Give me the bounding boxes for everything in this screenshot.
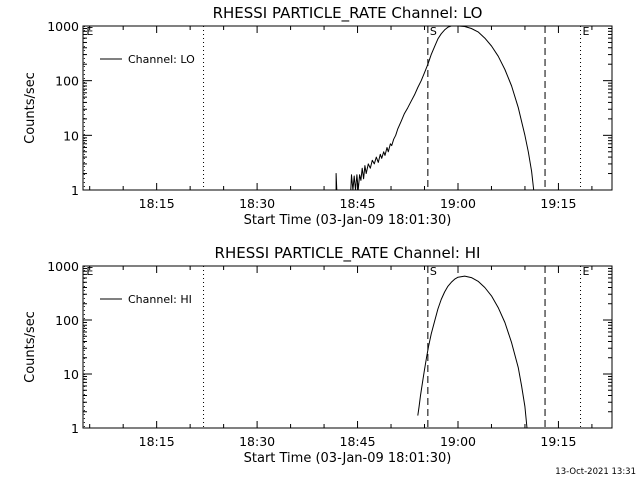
- y-tick-label: 100: [55, 313, 79, 328]
- x-axis-label: Start Time (03-Jan-09 18:01:30): [244, 451, 452, 466]
- series-line: [417, 275, 528, 428]
- x-axis-label: Start Time (03-Jan-09 18:01:30): [244, 213, 452, 228]
- x-tick-label: 18:45: [340, 196, 376, 211]
- legend-label: Channel: LO: [128, 53, 195, 66]
- y-tick-label: 1: [71, 183, 79, 198]
- legend-label: Channel: HI: [128, 293, 192, 306]
- lo-channel-panel: RHESSI PARTICLE_RATE Channel: LO 18:15 18:…: [23, 4, 613, 228]
- y-tick-label: 1000: [47, 19, 79, 34]
- x-tick-label: 19:15: [540, 434, 576, 449]
- y-axis-label: Counts/sec: [23, 72, 38, 144]
- y-tick-label: 10: [63, 367, 79, 382]
- x-tick-label: 18:30: [239, 196, 275, 211]
- y-tick-label: 1000: [47, 259, 79, 274]
- plot-frame: [82, 25, 613, 191]
- marker-label: E: [583, 265, 590, 278]
- plot-frame: [82, 265, 613, 429]
- y-tick-label: 1: [71, 421, 79, 436]
- series-line: [335, 26, 535, 190]
- x-tick-label: 18:45: [340, 434, 376, 449]
- marker-label: S: [430, 25, 437, 38]
- marker-label: S: [430, 265, 437, 278]
- y-tick-label: 10: [63, 128, 79, 143]
- chart-title: RHESSI PARTICLE_RATE Channel: HI: [215, 244, 481, 263]
- generation-timestamp: 13-Oct-2021 13:31: [555, 467, 636, 477]
- chart-title: RHESSI PARTICLE_RATE Channel: LO: [213, 4, 483, 23]
- y-tick-label: 100: [55, 74, 79, 89]
- x-tick-label: 19:15: [540, 196, 576, 211]
- marker-label: E: [583, 25, 590, 38]
- x-tick-label: 18:30: [239, 434, 275, 449]
- marker-label: E: [86, 25, 93, 38]
- marker-label: E: [86, 265, 93, 278]
- x-tick-label: 19:00: [440, 196, 476, 211]
- x-tick-label: 18:15: [139, 434, 175, 449]
- x-tick-label: 18:15: [139, 196, 175, 211]
- y-axis-label: Counts/sec: [23, 311, 38, 383]
- x-tick-label: 19:00: [440, 434, 476, 449]
- hi-channel-panel: RHESSI PARTICLE_RATE Channel: HI 18:15 18:…: [23, 244, 613, 466]
